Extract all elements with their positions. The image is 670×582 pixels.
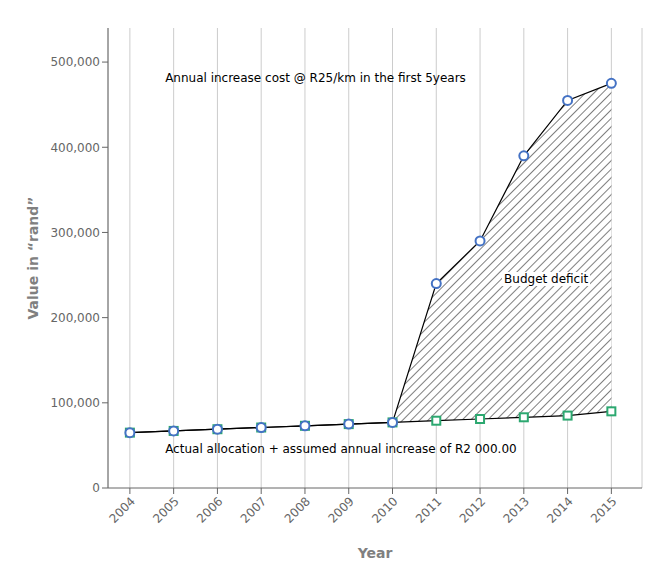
svg-text:2004: 2004 bbox=[107, 494, 138, 525]
svg-text:2008: 2008 bbox=[282, 494, 313, 525]
svg-text:300,000: 300,000 bbox=[50, 226, 100, 240]
svg-text:2013: 2013 bbox=[500, 494, 531, 525]
svg-text:100,000: 100,000 bbox=[50, 396, 100, 410]
svg-text:2005: 2005 bbox=[150, 494, 181, 525]
svg-text:2010: 2010 bbox=[369, 494, 400, 525]
svg-text:400,000: 400,000 bbox=[50, 141, 100, 155]
svg-text:2012: 2012 bbox=[457, 494, 488, 525]
svg-text:2006: 2006 bbox=[194, 494, 225, 525]
svg-text:Value in “rand”: Value in “rand” bbox=[25, 196, 41, 319]
svg-text:2007: 2007 bbox=[238, 494, 269, 525]
html-text:Budget deficit: Budget deficit bbox=[504, 272, 589, 287]
svg-text:2011: 2011 bbox=[413, 494, 444, 525]
svg-text:2009: 2009 bbox=[325, 494, 356, 525]
svg-text:2015: 2015 bbox=[588, 494, 619, 525]
svg-text:500,000: 500,000 bbox=[50, 55, 100, 69]
svg-text:200,000: 200,000 bbox=[50, 311, 100, 325]
svg-text:0: 0 bbox=[92, 481, 100, 495]
html-text:Annual increase cost @ R25/km: Annual increase cost @ R25/km in the fir… bbox=[165, 70, 466, 85]
svg-text:2014: 2014 bbox=[544, 494, 575, 525]
svg-text:Year: Year bbox=[357, 545, 393, 561]
html-text:Actual allocation + assumed an: Actual allocation + assumed annual incre… bbox=[165, 441, 517, 456]
